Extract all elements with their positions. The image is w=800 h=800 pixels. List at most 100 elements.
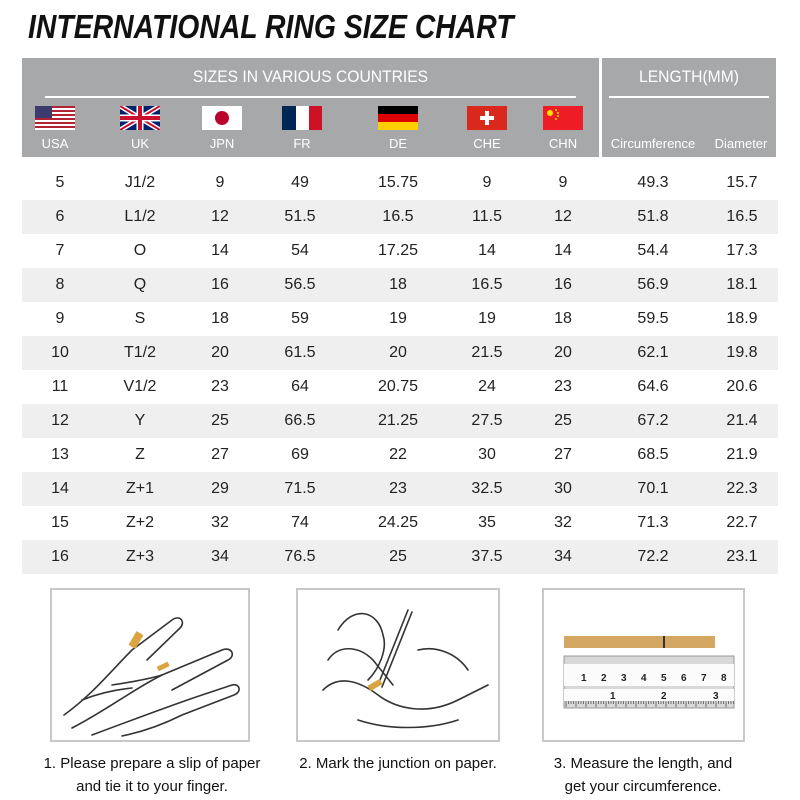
table-cell: 11.5 bbox=[472, 208, 502, 225]
size-table: 5 J1/2 9 49 15.75 9 9 49.3 15.7 6 L1/2 12 51.5 16.5 11… bbox=[22, 166, 778, 574]
table-cell: 9 bbox=[215, 174, 225, 191]
table-cell: 20 bbox=[211, 344, 229, 361]
table-cell: J1/2 bbox=[124, 174, 156, 191]
usa-flag-icon bbox=[35, 106, 75, 130]
table-cell: 71.3 bbox=[637, 514, 669, 531]
table-cell: 64 bbox=[291, 378, 309, 395]
table-cell: Q bbox=[133, 276, 147, 293]
ruler-mark: 3 bbox=[713, 691, 719, 702]
table-cell: 34 bbox=[211, 548, 229, 565]
table-cell: 12 bbox=[554, 208, 572, 225]
table-cell: 18 bbox=[554, 310, 572, 327]
germany-flag-icon bbox=[378, 106, 418, 130]
table-cell: 32 bbox=[554, 514, 572, 531]
table-cell: 7 bbox=[55, 242, 65, 259]
table-cell: 27 bbox=[211, 446, 229, 463]
table-row: 8 Q 16 56.5 18 16.5 16 56.9 18.1 bbox=[22, 268, 778, 302]
table-cell: 16.5 bbox=[382, 208, 414, 225]
table-cell: 17.3 bbox=[726, 242, 758, 259]
table-cell: 19 bbox=[389, 310, 407, 327]
table-cell: 23.1 bbox=[726, 548, 758, 565]
table-cell: 16 bbox=[211, 276, 229, 293]
table-cell: 22.3 bbox=[726, 480, 758, 497]
length-header: LENGTH(MM) Circumference Diameter bbox=[602, 58, 776, 157]
table-row: 11 V1/2 23 64 20.75 24 23 64.6 20.6 bbox=[22, 370, 778, 404]
ruler-mark: 2 bbox=[661, 691, 667, 702]
table-cell: 76.5 bbox=[284, 548, 316, 565]
step2-illustration bbox=[296, 588, 500, 742]
table-cell: 12 bbox=[211, 208, 229, 225]
table-cell: 69 bbox=[291, 446, 309, 463]
table-cell: Y bbox=[134, 412, 146, 429]
table-cell: 68.5 bbox=[637, 446, 669, 463]
table-cell: Z+1 bbox=[125, 480, 155, 497]
table-cell: 8 bbox=[55, 276, 65, 293]
table-cell: 6 bbox=[55, 208, 65, 225]
ruler-mark: 6 bbox=[681, 673, 687, 684]
caption-line: and tie it to your finger. bbox=[76, 778, 228, 795]
table-cell: 70.1 bbox=[637, 480, 669, 497]
table-cell: 30 bbox=[554, 480, 572, 497]
step2-caption: 2. Mark the junction on paper. bbox=[299, 752, 497, 775]
table-cell: Z+2 bbox=[125, 514, 155, 531]
table-cell: 20 bbox=[389, 344, 407, 361]
table-cell: 16 bbox=[554, 276, 572, 293]
uk-flag-icon bbox=[120, 106, 160, 130]
table-cell: 54 bbox=[291, 242, 309, 259]
ruler-mark: 2 bbox=[601, 673, 607, 684]
table-cell: 51.8 bbox=[637, 208, 669, 225]
table-cell: 35 bbox=[478, 514, 496, 531]
table-cell: 9 bbox=[55, 310, 65, 327]
ruler-mark: 1 bbox=[610, 691, 616, 702]
table-cell: 49.3 bbox=[637, 174, 669, 191]
table-cell: 14 bbox=[478, 242, 496, 259]
table-cell: 51.5 bbox=[284, 208, 316, 225]
table-cell: 71.5 bbox=[284, 480, 316, 497]
table-cell: 21.25 bbox=[377, 412, 419, 429]
table-cell: 21.9 bbox=[726, 446, 758, 463]
ruler-mark: 1 bbox=[581, 673, 587, 684]
finger-with-paper-icon bbox=[63, 617, 240, 737]
diameter-label: Diameter bbox=[714, 136, 768, 151]
table-cell: 34 bbox=[554, 548, 572, 565]
table-cell: 22 bbox=[389, 446, 407, 463]
table-cell: 15.7 bbox=[726, 174, 758, 191]
table-cell: 12 bbox=[51, 412, 69, 429]
country-label-usa: USA bbox=[41, 136, 69, 151]
table-cell: 18.9 bbox=[726, 310, 758, 327]
marking-paper-icon bbox=[322, 609, 489, 729]
table-cell: 14 bbox=[51, 480, 69, 497]
table-cell: 64.6 bbox=[637, 378, 669, 395]
table-cell: 56.9 bbox=[637, 276, 669, 293]
table-cell: 20.75 bbox=[377, 378, 419, 395]
length-header-label: LENGTH(MM) bbox=[608, 58, 770, 98]
china-flag-icon bbox=[543, 106, 583, 130]
table-cell: 25 bbox=[554, 412, 572, 429]
country-label-jpn: JPN bbox=[209, 136, 235, 151]
step3-illustration: 1 2 3 4 5 6 7 8 1 2 3 bbox=[542, 588, 745, 742]
country-label-uk: UK bbox=[130, 136, 150, 151]
table-cell: 18.1 bbox=[726, 276, 758, 293]
table-row: 14 Z+1 29 71.5 23 32.5 30 70.1 22.3 bbox=[22, 472, 778, 506]
table-row: 16 Z+3 34 76.5 25 37.5 34 72.2 23.1 bbox=[22, 540, 778, 574]
ruler-mark: 4 bbox=[641, 673, 647, 684]
country-label-chn: CHN bbox=[548, 136, 578, 151]
table-cell: 23 bbox=[389, 480, 407, 497]
table-cell: 21.4 bbox=[726, 412, 758, 429]
table-cell: S bbox=[134, 310, 146, 327]
table-row: 7 O 14 54 17.25 14 14 54.4 17.3 bbox=[22, 234, 778, 268]
table-cell: 19.8 bbox=[726, 344, 758, 361]
table-cell: 24.25 bbox=[377, 514, 419, 531]
table-cell: 54.4 bbox=[637, 242, 669, 259]
table-cell: 62.1 bbox=[637, 344, 669, 361]
table-cell: O bbox=[133, 242, 147, 259]
table-cell: 27 bbox=[554, 446, 572, 463]
table-cell: 10 bbox=[51, 344, 69, 361]
table-cell: 20.6 bbox=[726, 378, 758, 395]
table-cell: 66.5 bbox=[284, 412, 316, 429]
table-cell: 72.2 bbox=[637, 548, 669, 565]
table-cell: Z+3 bbox=[125, 548, 155, 565]
table-cell: 24 bbox=[478, 378, 496, 395]
step3-caption: 3. Measure the length, and get your circ… bbox=[554, 752, 732, 798]
country-label-che: CHE bbox=[473, 136, 501, 151]
